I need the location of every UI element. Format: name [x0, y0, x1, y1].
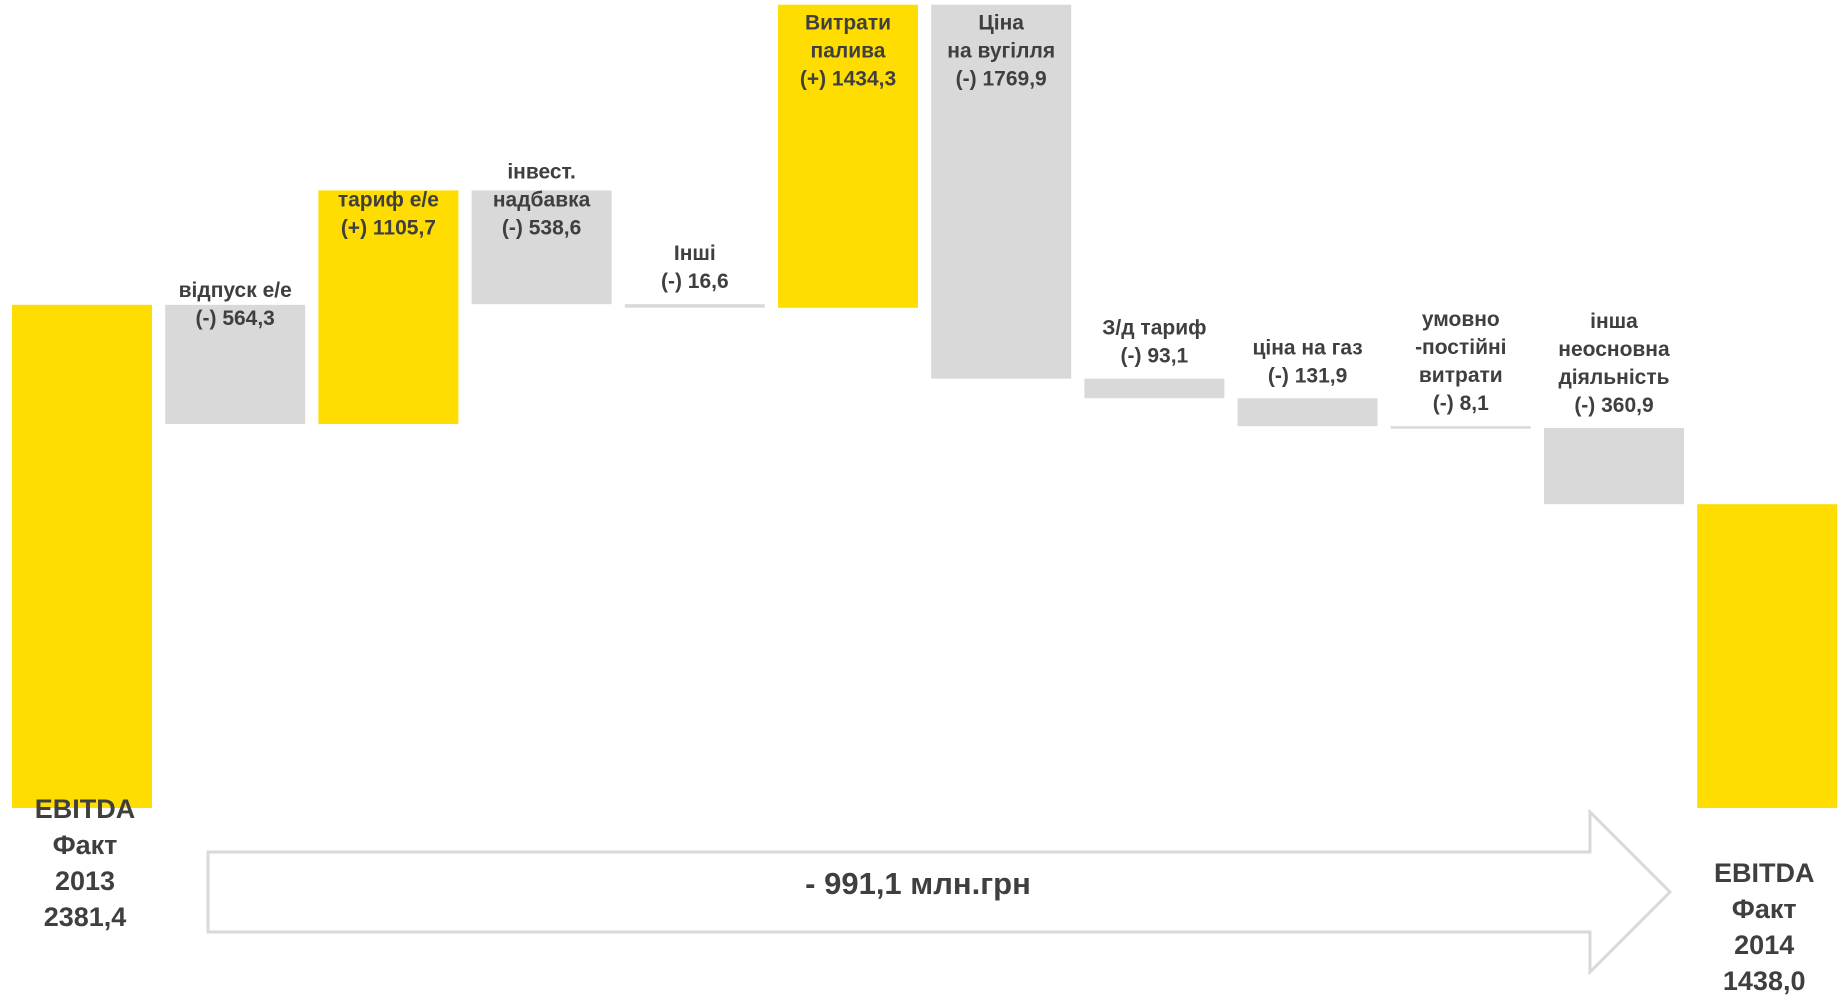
end-label-line: 2014 — [1734, 930, 1794, 960]
start-label: EBITDA Факт 2013 2381,4 — [35, 794, 136, 932]
step-label-3-line: (-) 538,6 — [502, 216, 581, 239]
step-label-5-line: Витрати — [805, 12, 891, 35]
step-label-2-line: (+) 1105,7 — [341, 216, 436, 239]
step-label-10-line: діяльність — [1558, 366, 1669, 389]
start-label-line: 2381,4 — [44, 902, 127, 932]
step-label-2-line: тариф е/е — [338, 188, 439, 211]
step-label-10: інша неосновна діяльність (-) 360,9 — [1558, 310, 1670, 417]
step-label-10-line: (-) 360,9 — [1574, 394, 1653, 417]
step-label-9-line: витрати — [1419, 364, 1503, 387]
step-label-6-line: на вугілля — [947, 40, 1055, 63]
change-label: - 991,1 млн.грн — [805, 866, 1031, 901]
bar-step-7 — [1084, 378, 1225, 399]
step-label-6: Ціна на вугілля (-) 1769,9 — [947, 12, 1055, 91]
step-label-7-line: (-) 93,1 — [1121, 345, 1189, 368]
step-label-9-line: (-) 8,1 — [1433, 392, 1489, 415]
start-label-line: EBITDA — [35, 794, 136, 824]
step-label-8-line: ціна на газ — [1252, 336, 1362, 359]
bars-group — [12, 4, 1838, 808]
bar-step-8 — [1237, 398, 1378, 427]
labels-group: EBITDA Факт 2013 2381,4 відпуск е/е (-) 564,3… — [35, 12, 1815, 996]
bar-step-6 — [931, 4, 1072, 379]
step-label-7-line: З/д тариф — [1102, 317, 1206, 340]
step-label-1-line: відпуск е/е — [179, 279, 292, 302]
step-label-6-line: (-) 1769,9 — [956, 68, 1047, 91]
step-label-1: відпуск е/е (-) 564,3 — [179, 279, 292, 330]
step-label-5-line: палива — [811, 40, 886, 63]
step-label-10-line: неосновна — [1558, 338, 1670, 361]
step-label-2: тариф е/е (+) 1105,7 — [338, 188, 439, 239]
step-label-3-line: інвест. — [507, 160, 576, 183]
start-label-line: Факт — [53, 830, 118, 860]
bar-step-10 — [1544, 427, 1684, 505]
step-label-4: Інші (-) 16,6 — [661, 242, 729, 293]
bar-step-1 — [165, 304, 306, 424]
change-arrow — [206, 808, 1673, 976]
bar-end-total — [1697, 504, 1838, 808]
end-label-line: 1438,0 — [1723, 966, 1806, 996]
bar-step-2 — [318, 190, 459, 424]
step-label-8: ціна на газ (-) 131,9 — [1252, 336, 1362, 387]
step-label-8-line: (-) 131,9 — [1268, 364, 1347, 387]
step-label-9-line: умовно — [1422, 308, 1500, 331]
step-label-9: умовно -постійні витрати (-) 8,1 — [1415, 308, 1506, 415]
end-label-line: Факт — [1732, 894, 1797, 924]
step-label-3-line: надбавка — [493, 188, 591, 211]
step-label-9-line: -постійні — [1415, 336, 1506, 359]
step-label-3: інвест. надбавка (-) 538,6 — [493, 160, 591, 239]
bar-step-3 — [471, 190, 612, 305]
bar-step-4 — [624, 304, 765, 308]
step-label-5: Витрати палива (+) 1434,3 — [800, 12, 896, 91]
step-label-6-line: Ціна — [978, 12, 1024, 35]
step-label-5-line: (+) 1434,3 — [800, 68, 896, 91]
bar-step-5 — [778, 4, 918, 308]
end-label: EBITDA Факт 2014 1438,0 — [1714, 858, 1815, 996]
start-label-line: 2013 — [55, 866, 115, 896]
step-label-7: З/д тариф (-) 93,1 — [1102, 317, 1206, 368]
step-label-4-line: (-) 16,6 — [661, 270, 729, 293]
step-label-10-line: інша — [1590, 310, 1638, 333]
bar-step-9 — [1390, 426, 1531, 429]
bar-start-total — [12, 304, 152, 808]
step-label-4-line: Інші — [674, 242, 716, 265]
change-arrow-group: - 991,1 млн.грн — [206, 808, 1673, 976]
end-label-line: EBITDA — [1714, 858, 1815, 888]
step-label-1-line: (-) 564,3 — [196, 307, 275, 330]
